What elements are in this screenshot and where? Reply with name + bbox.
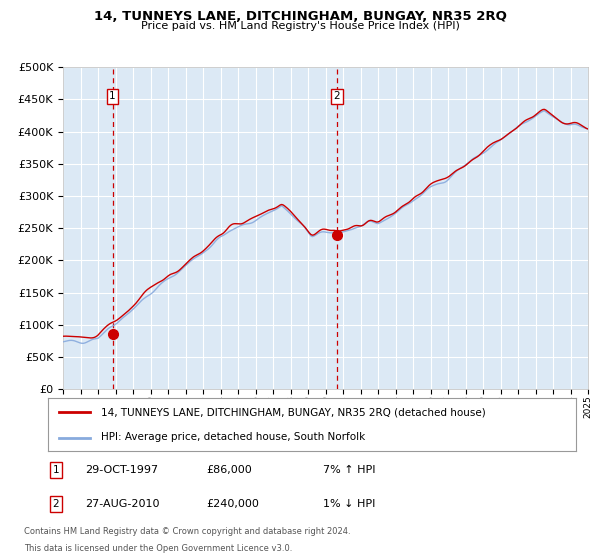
Text: Contains HM Land Registry data © Crown copyright and database right 2024.: Contains HM Land Registry data © Crown c… xyxy=(24,528,350,536)
Text: 14, TUNNEYS LANE, DITCHINGHAM, BUNGAY, NR35 2RQ: 14, TUNNEYS LANE, DITCHINGHAM, BUNGAY, N… xyxy=(94,10,506,23)
Text: Price paid vs. HM Land Registry's House Price Index (HPI): Price paid vs. HM Land Registry's House … xyxy=(140,21,460,31)
Text: 7% ↑ HPI: 7% ↑ HPI xyxy=(323,465,375,475)
Text: 29-OCT-1997: 29-OCT-1997 xyxy=(85,465,158,475)
Text: 27-AUG-2010: 27-AUG-2010 xyxy=(85,499,160,509)
Text: 2: 2 xyxy=(53,499,59,509)
Text: 1: 1 xyxy=(109,91,116,101)
Text: £86,000: £86,000 xyxy=(206,465,252,475)
Text: £240,000: £240,000 xyxy=(206,499,259,509)
Text: 1: 1 xyxy=(53,465,59,475)
Text: HPI: Average price, detached house, South Norfolk: HPI: Average price, detached house, Sout… xyxy=(101,432,365,442)
Text: This data is licensed under the Open Government Licence v3.0.: This data is licensed under the Open Gov… xyxy=(24,544,292,553)
Text: 14, TUNNEYS LANE, DITCHINGHAM, BUNGAY, NR35 2RQ (detached house): 14, TUNNEYS LANE, DITCHINGHAM, BUNGAY, N… xyxy=(101,408,485,418)
Text: 2: 2 xyxy=(334,91,340,101)
Text: 1% ↓ HPI: 1% ↓ HPI xyxy=(323,499,375,509)
